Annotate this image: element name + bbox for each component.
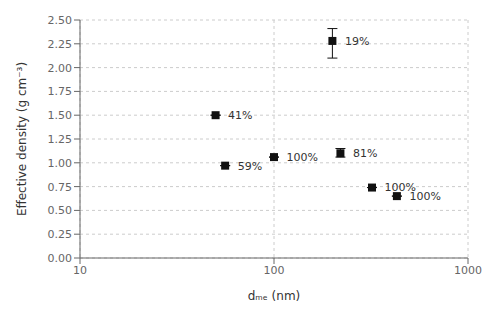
svg-text:100%: 100% [287,151,318,164]
svg-text:2.50: 2.50 [48,14,73,27]
svg-text:0.00: 0.00 [48,252,73,265]
svg-text:81%: 81% [353,147,377,160]
svg-text:10: 10 [73,264,87,277]
svg-text:19%: 19% [345,35,369,48]
svg-text:Effective density (g cm⁻³): Effective density (g cm⁻³) [15,62,29,216]
svg-text:0.25: 0.25 [48,228,73,241]
svg-text:100%: 100% [384,181,416,195]
svg-text:1.75: 1.75 [48,85,73,98]
svg-text:0.50: 0.50 [48,204,73,217]
svg-text:2.25: 2.25 [48,38,73,51]
svg-text:100: 100 [264,264,285,277]
svg-text:1.25: 1.25 [48,133,73,146]
svg-text:59%: 59% [238,160,262,173]
svg-text:100%: 100% [409,190,440,203]
svg-text:0.75: 0.75 [48,181,73,194]
svg-text:1.50: 1.50 [48,109,73,122]
svg-text:1.00: 1.00 [48,157,73,170]
svg-text:2.00: 2.00 [48,62,73,75]
svg-text:41%: 41% [228,109,252,122]
svg-text:1000: 1000 [454,264,482,277]
svg-text:dₘₑ (nm): dₘₑ (nm) [248,289,301,303]
